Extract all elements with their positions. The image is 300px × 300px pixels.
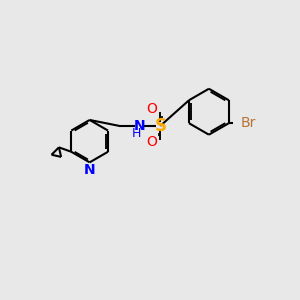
- Text: O: O: [147, 135, 158, 149]
- Text: Br: Br: [241, 116, 256, 130]
- Text: N: N: [84, 163, 95, 177]
- Text: H: H: [132, 127, 141, 140]
- Text: S: S: [154, 117, 166, 135]
- Text: O: O: [147, 102, 158, 116]
- Text: N: N: [133, 119, 145, 133]
